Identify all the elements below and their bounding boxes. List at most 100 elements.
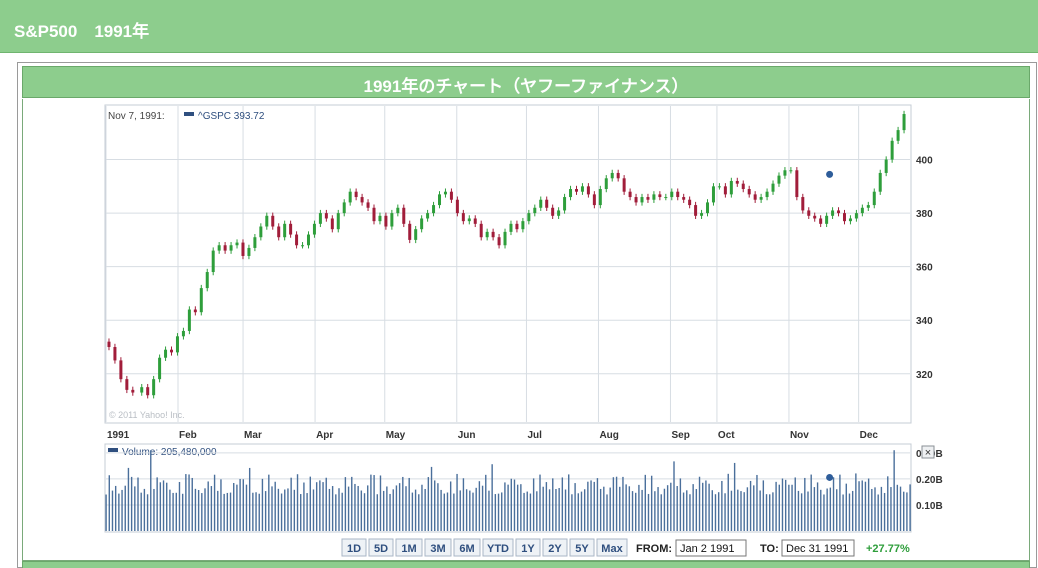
- volume-bar: [181, 493, 184, 531]
- volume-bar: [813, 487, 816, 531]
- from-date-field[interactable]: Jan 2 1991: [675, 539, 747, 557]
- candle: [658, 191, 662, 201]
- volume-bar: [660, 494, 662, 531]
- candle: [664, 193, 668, 201]
- candle: [592, 191, 596, 209]
- volume-bar: [679, 478, 682, 531]
- range-button-1m[interactable]: 1M: [395, 538, 423, 557]
- candle: [759, 193, 763, 203]
- volume-bar: [711, 490, 713, 531]
- candle: [473, 215, 477, 228]
- candle: [438, 191, 442, 209]
- candle: [503, 228, 507, 249]
- candle: [622, 175, 626, 195]
- candle: [569, 185, 573, 201]
- range-buttons: 1D 5D 1M 3M 6M YTD 1Y 2Y 5Y Max: [341, 538, 628, 557]
- volume-bar: [823, 494, 825, 531]
- candle: [211, 247, 215, 276]
- volume-bar: [906, 492, 908, 531]
- range-button-2y[interactable]: 2Y: [542, 538, 568, 557]
- volume-bar: [510, 478, 512, 531]
- range-button-5y[interactable]: 5Y: [569, 538, 595, 557]
- candle: [187, 306, 191, 335]
- y-tick-label: 340: [916, 316, 933, 327]
- volume-bar: [370, 474, 372, 531]
- volume-bar: [204, 488, 206, 531]
- volume-bar: [686, 490, 688, 531]
- candle: [551, 204, 555, 220]
- volume-bar: [845, 483, 847, 531]
- candle: [491, 228, 495, 241]
- range-button-label: 1D: [347, 543, 361, 555]
- candle: [384, 212, 388, 230]
- candle: [741, 180, 745, 193]
- volume-bar: [114, 485, 117, 531]
- range-button-max[interactable]: Max: [596, 538, 628, 557]
- range-button-6m[interactable]: 6M: [453, 538, 481, 557]
- candle: [902, 110, 906, 134]
- volume-bar: [740, 491, 742, 531]
- volume-bar: [593, 481, 595, 531]
- price-hover-marker: [826, 170, 834, 178]
- volume-bar: [315, 482, 318, 531]
- range-button-ytd[interactable]: YTD: [482, 538, 514, 557]
- candle: [723, 183, 727, 198]
- close-icon: ×: [925, 447, 931, 459]
- volume-bar: [465, 489, 468, 531]
- range-button-5d[interactable]: 5D: [368, 538, 394, 557]
- volume-bar: [689, 494, 691, 531]
- range-button-1d[interactable]: 1D: [341, 538, 367, 557]
- volume-bar: [367, 485, 369, 531]
- volume-bar: [545, 482, 548, 531]
- volume-bar: [577, 493, 579, 531]
- next-section-header: [22, 561, 1030, 568]
- period-change: +27.77%: [866, 543, 910, 555]
- candle: [301, 242, 305, 249]
- volume-bar: [666, 485, 669, 531]
- section-header: 1991年のチャート（ヤフーファイナンス）: [22, 66, 1030, 98]
- volume-bar: [389, 493, 391, 531]
- candle: [711, 183, 715, 206]
- candle: [330, 215, 334, 233]
- to-date-field[interactable]: Dec 31 1991: [781, 539, 855, 557]
- volume-bar: [459, 490, 461, 531]
- volume-bar: [338, 488, 340, 531]
- volume-bar: [469, 490, 471, 531]
- candles: [107, 110, 906, 399]
- volume-bar: [619, 486, 621, 531]
- candle: [318, 209, 322, 228]
- volume-bar: [631, 491, 634, 531]
- x-tick-label: Jul: [527, 430, 542, 441]
- volume-bar: [800, 493, 803, 531]
- candle: [119, 357, 123, 383]
- range-button-label: YTD: [487, 543, 509, 555]
- volume-bar: [341, 492, 343, 531]
- volume-bar: [475, 487, 477, 531]
- volume-bar: [284, 489, 286, 531]
- candle: [837, 207, 841, 217]
- volume-bar: [832, 477, 835, 531]
- volume-bar: [376, 494, 378, 531]
- range-button-1y[interactable]: 1Y: [515, 538, 541, 557]
- close-volume-button[interactable]: ×: [921, 445, 935, 459]
- candle: [563, 193, 567, 214]
- volume-bar: [169, 489, 171, 531]
- price-grid: [105, 106, 910, 422]
- volume-bar: [596, 478, 599, 531]
- candle: [652, 191, 656, 203]
- page-header-title: S&P500 1991年: [14, 22, 150, 41]
- volume-bar: [861, 480, 863, 531]
- volume-bar: [418, 494, 420, 531]
- range-button-3m[interactable]: 3M: [424, 538, 452, 557]
- volume-bar: [363, 493, 366, 531]
- volume-bar: [277, 488, 280, 531]
- candle: [193, 306, 197, 316]
- volume-bar: [890, 487, 892, 531]
- volume-bar: [513, 479, 516, 531]
- volume-bar: [427, 477, 430, 531]
- volume-bar: [319, 480, 321, 531]
- volume-bar: [561, 477, 564, 531]
- candle: [259, 223, 263, 241]
- candle: [771, 180, 775, 195]
- x-tick-label: Nov: [790, 430, 809, 441]
